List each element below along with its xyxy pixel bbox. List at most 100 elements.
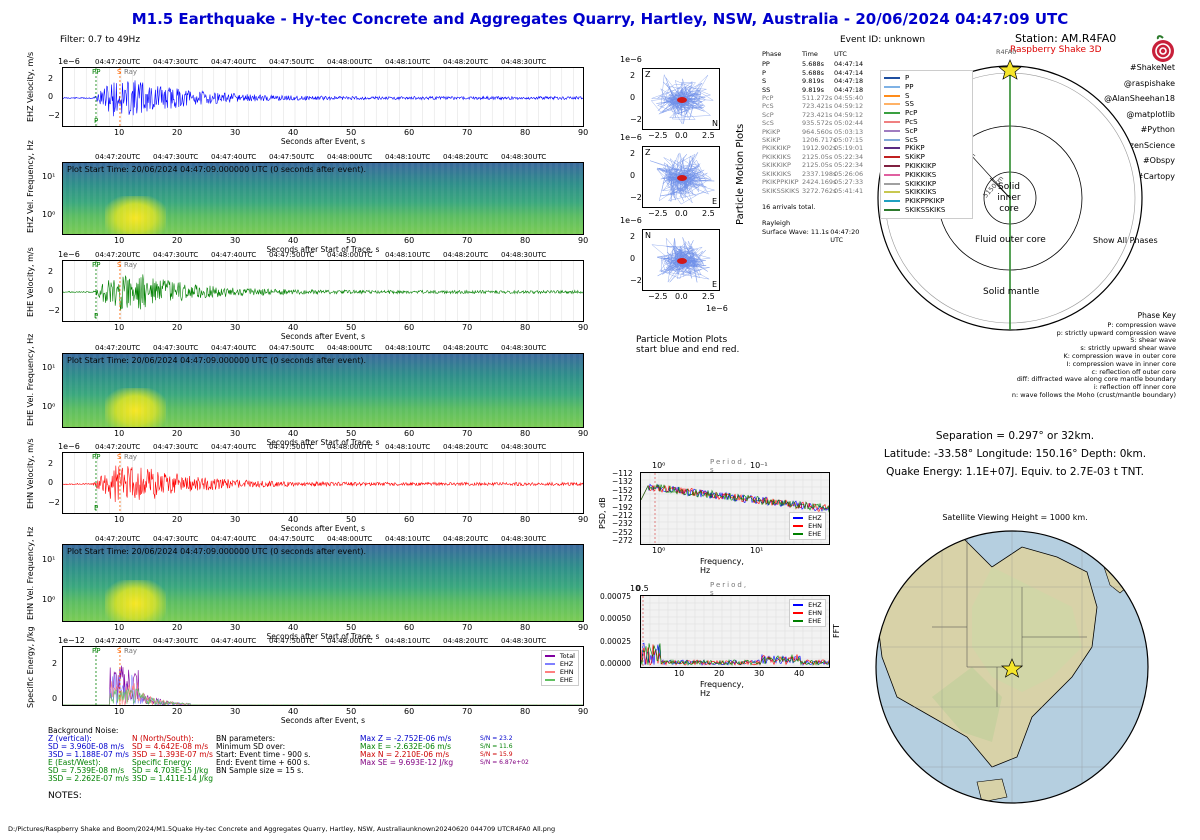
seconds-tick: 20 — [172, 236, 183, 245]
seconds-tick: 30 — [230, 128, 241, 137]
spec-column — [225, 545, 228, 621]
time-tick: 04:48:20UTC — [443, 443, 489, 451]
spec-column — [549, 163, 552, 234]
seconds-tick: 10 — [114, 236, 125, 245]
arrivals-total: 16 arrivals total. — [762, 202, 816, 211]
spec-column — [393, 545, 396, 621]
hashtag-6: #Obspy — [1142, 156, 1175, 165]
spec-column — [417, 163, 420, 234]
phase-legend-item: SKIKSSKIKS — [884, 206, 969, 215]
seconds-tick: 40 — [288, 323, 299, 332]
time-tick: 04:47:20UTC — [95, 637, 141, 645]
spec-column — [357, 354, 360, 427]
arrival-cell: PKiKP — [762, 127, 781, 136]
legend-item: EHN — [544, 668, 575, 676]
spec-column — [243, 354, 246, 427]
freq-tick: 10¹ — [42, 171, 56, 181]
phase-label-ray: Ray — [123, 68, 138, 76]
y-tick: −132 — [612, 477, 633, 487]
phase-key-line: P: compression wave — [1107, 320, 1176, 329]
spec-column — [93, 354, 96, 427]
arrival-row: PKIKPPKIKP 2424.169s 05:27:33 — [762, 178, 872, 186]
time-tick: 04:48:10UTC — [385, 535, 431, 543]
spec-column — [465, 354, 468, 427]
sn-line-0: S/N = 23.2 — [480, 735, 513, 742]
spec-column — [309, 354, 312, 427]
arrival-cell: PKIKKIKP — [762, 144, 791, 153]
spec-column — [405, 163, 408, 234]
legend-swatch — [793, 612, 804, 614]
spec-column — [321, 545, 324, 621]
spec-column — [129, 545, 132, 621]
particle-end-cluster — [677, 258, 687, 264]
spec-column — [159, 354, 162, 427]
spec-column — [303, 354, 306, 427]
spec-column — [483, 163, 486, 234]
time-tick: 04:47:50UTC — [269, 443, 315, 451]
legend-item: Total — [544, 652, 575, 660]
spec-column — [321, 163, 324, 234]
spec-column — [423, 545, 426, 621]
spec-column — [555, 354, 558, 427]
phase-swatch — [884, 85, 900, 88]
pm-x-tick: 0.0 — [675, 209, 688, 218]
spec-column — [63, 163, 66, 234]
arrival-cell: 04:47:18 — [834, 77, 864, 86]
bn-line-4: BN Sample size = 15 s. — [216, 766, 304, 775]
time-tick: 04:48:10UTC — [385, 58, 431, 66]
spec-column — [369, 163, 372, 234]
spec-column — [381, 545, 384, 621]
spec-column — [279, 354, 282, 427]
pm-y-tick: 2 — [630, 149, 636, 158]
time-tick: 04:48:30UTC — [501, 58, 547, 66]
spec-column — [189, 354, 192, 427]
phase-name: SKIKKIKP — [905, 179, 937, 188]
seconds-tick: 10 — [114, 429, 125, 438]
phase-swatch — [884, 138, 900, 141]
spec-column — [351, 354, 354, 427]
legend-item: EHE — [544, 676, 575, 684]
legend-item: EHN — [793, 522, 822, 530]
spec-column — [249, 163, 252, 234]
plot-start-label: Plot Start Time: 20/06/2024 04:47:09.000… — [67, 547, 367, 556]
spec-column — [153, 163, 156, 234]
waveform-0 — [62, 67, 584, 127]
spec-column — [213, 163, 216, 234]
spec-column — [363, 545, 366, 621]
inner-core-label-1: Solid — [998, 182, 1020, 192]
spec-column — [99, 354, 102, 427]
show-all-phases-button[interactable]: Show All Phases — [1093, 236, 1158, 245]
time-tick: 04:47:40UTC — [211, 344, 257, 352]
seconds-tick: 10 — [114, 623, 125, 632]
arrival-cell: 04:59:12 — [834, 102, 864, 111]
spec-column — [357, 545, 360, 621]
earth-station-label: R4FA0 — [996, 48, 1017, 56]
seconds-tick: 20 — [172, 128, 183, 137]
legend-item: EHZ — [544, 660, 575, 668]
time-tick: 04:48:20UTC — [443, 344, 489, 352]
phase-swatch — [884, 156, 900, 159]
spec-column — [129, 163, 132, 234]
spec-column — [63, 545, 66, 621]
spec-column — [219, 354, 222, 427]
spec-column — [147, 354, 150, 427]
phase-label-pp: PP — [91, 647, 101, 655]
pm-horizontal-axis-label: E — [712, 197, 718, 206]
spectrum-legend: EHZ EHN EHE — [789, 512, 826, 540]
raspberry-shake-logo-icon — [1148, 34, 1178, 64]
pm-x-tick: 2.5 — [702, 131, 715, 140]
arrival-cell: 1912.902s — [802, 144, 837, 153]
spec-column — [327, 354, 330, 427]
phase-key-line: n: wave follows the Moho (crust/mantle b… — [1011, 390, 1176, 399]
seconds-tick: 40 — [288, 128, 299, 137]
phase-label-pp: PP — [91, 261, 101, 269]
phase-label-pp: PP — [91, 453, 101, 461]
phase-label-ray: Ray — [123, 453, 138, 461]
particle-end-cluster — [677, 97, 687, 103]
y-tick: 0.00000 — [600, 659, 632, 668]
pm-vertical-axis-label: N — [645, 231, 651, 240]
seconds-tick: 60 — [404, 707, 415, 716]
spec-column — [261, 545, 264, 621]
spec-column — [63, 354, 66, 427]
time-tick: 04:48:30UTC — [501, 344, 547, 352]
